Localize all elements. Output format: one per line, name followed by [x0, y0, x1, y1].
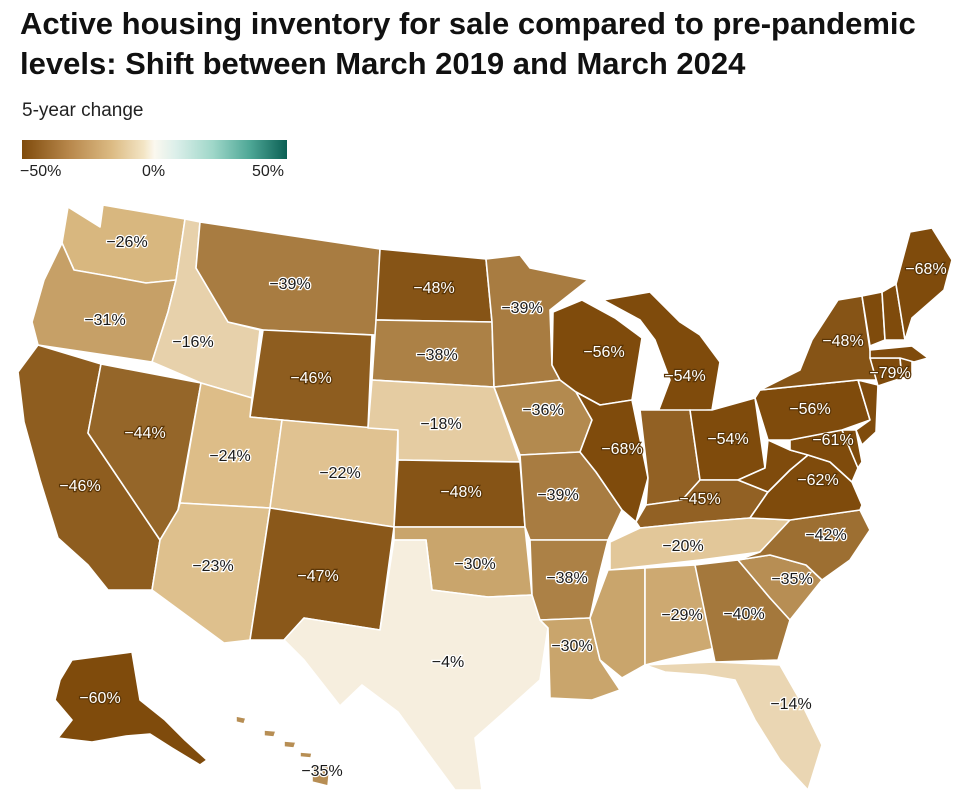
state-label-id: −16%	[172, 334, 213, 351]
legend-tick-max: 50%	[252, 163, 285, 180]
legend-color-scale	[22, 140, 287, 159]
state-label-ut: −24%	[209, 448, 250, 465]
legend-title: 5-year change	[22, 100, 144, 121]
state-label-ky: −45%	[679, 491, 720, 508]
state-label-ny: −48%	[822, 333, 863, 350]
state-label-ga: −40%	[723, 606, 764, 623]
state-label-ct: −79%	[869, 365, 910, 382]
legend-tick-min: −50%	[20, 163, 62, 180]
us-choropleth-map: −26% −31% −46% −44% −16% −39% −46% −24% −23% −22%…	[17, 204, 953, 791]
state-label-ar: −38%	[546, 570, 587, 587]
state-label-sd: −38%	[416, 347, 457, 364]
state-label-tn: −20%	[662, 538, 703, 555]
state-label-ca: −46%	[59, 478, 100, 495]
state-il	[575, 391, 649, 523]
state-label-mt: −39%	[269, 276, 310, 293]
state-label-ne: −18%	[420, 416, 461, 433]
legend-tick-zero: 0%	[142, 163, 166, 180]
state-mn	[485, 254, 589, 388]
state-ak	[54, 651, 208, 766]
state-de	[841, 429, 863, 469]
state-ma	[869, 345, 929, 363]
state-tx	[283, 539, 549, 791]
state-label-wi: −56%	[583, 344, 624, 361]
state-fl	[644, 661, 823, 791]
state-label-oh: −54%	[707, 431, 748, 448]
state-label-nc: −42%	[805, 527, 846, 544]
map-title: Active housing inventory for sale compar…	[20, 6, 916, 81]
state-label-tx: −4%	[432, 654, 464, 671]
state-label-ak: −60%	[79, 690, 120, 707]
state-label-fl: −14%	[770, 696, 811, 713]
state-label-sc: −35%	[771, 571, 812, 588]
state-label-nv: −44%	[124, 425, 165, 442]
state-label-ok: −30%	[454, 556, 495, 573]
state-label-nd: −48%	[413, 280, 454, 297]
state-label-mi: −54%	[664, 368, 705, 385]
state-label-nm: −47%	[297, 568, 338, 585]
state-me	[895, 227, 953, 341]
state-label-la: −30%	[551, 638, 592, 655]
state-al	[644, 564, 716, 666]
state-label-md: −61%	[812, 432, 853, 449]
state-label-me: −68%	[905, 261, 946, 278]
state-label-ks: −48%	[440, 484, 481, 501]
state-label-pa: −56%	[789, 401, 830, 418]
state-value-labels: −26% −31% −46% −44% −16% −39% −46% −24% −23% −22%…	[58, 233, 948, 781]
state-label-hi: −35%	[301, 763, 342, 780]
state-label-ia: −36%	[522, 402, 563, 419]
state-label-mo: −39%	[537, 487, 578, 504]
state-shapes	[17, 204, 953, 791]
state-label-al: −29%	[661, 607, 702, 624]
state-label-or: −31%	[84, 312, 125, 329]
state-hi	[235, 715, 331, 787]
state-label-az: −23%	[192, 558, 233, 575]
state-label-wa: −26%	[106, 234, 147, 251]
state-label-wy: −46%	[290, 370, 331, 387]
state-label-mn: −39%	[501, 300, 542, 317]
state-label-il: −68%	[601, 441, 642, 458]
state-label-co: −22%	[319, 465, 360, 482]
state-label-va: −62%	[797, 472, 838, 489]
